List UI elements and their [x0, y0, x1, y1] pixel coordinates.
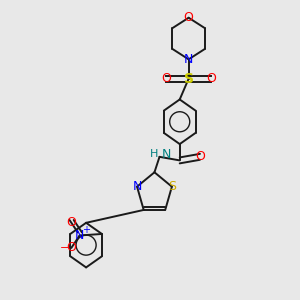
Text: N: N [161, 148, 171, 161]
Text: O: O [195, 150, 205, 163]
Text: O: O [184, 11, 194, 24]
Text: S: S [168, 180, 176, 193]
Text: N: N [184, 53, 193, 66]
Text: −: − [60, 243, 70, 253]
Text: +: + [82, 225, 90, 235]
Text: N: N [132, 180, 142, 193]
Text: O: O [206, 72, 216, 85]
Text: O: O [66, 242, 76, 254]
Text: O: O [66, 217, 76, 230]
Text: O: O [161, 72, 171, 85]
Text: S: S [184, 72, 194, 86]
Text: H: H [150, 149, 158, 159]
Text: N: N [75, 229, 84, 242]
